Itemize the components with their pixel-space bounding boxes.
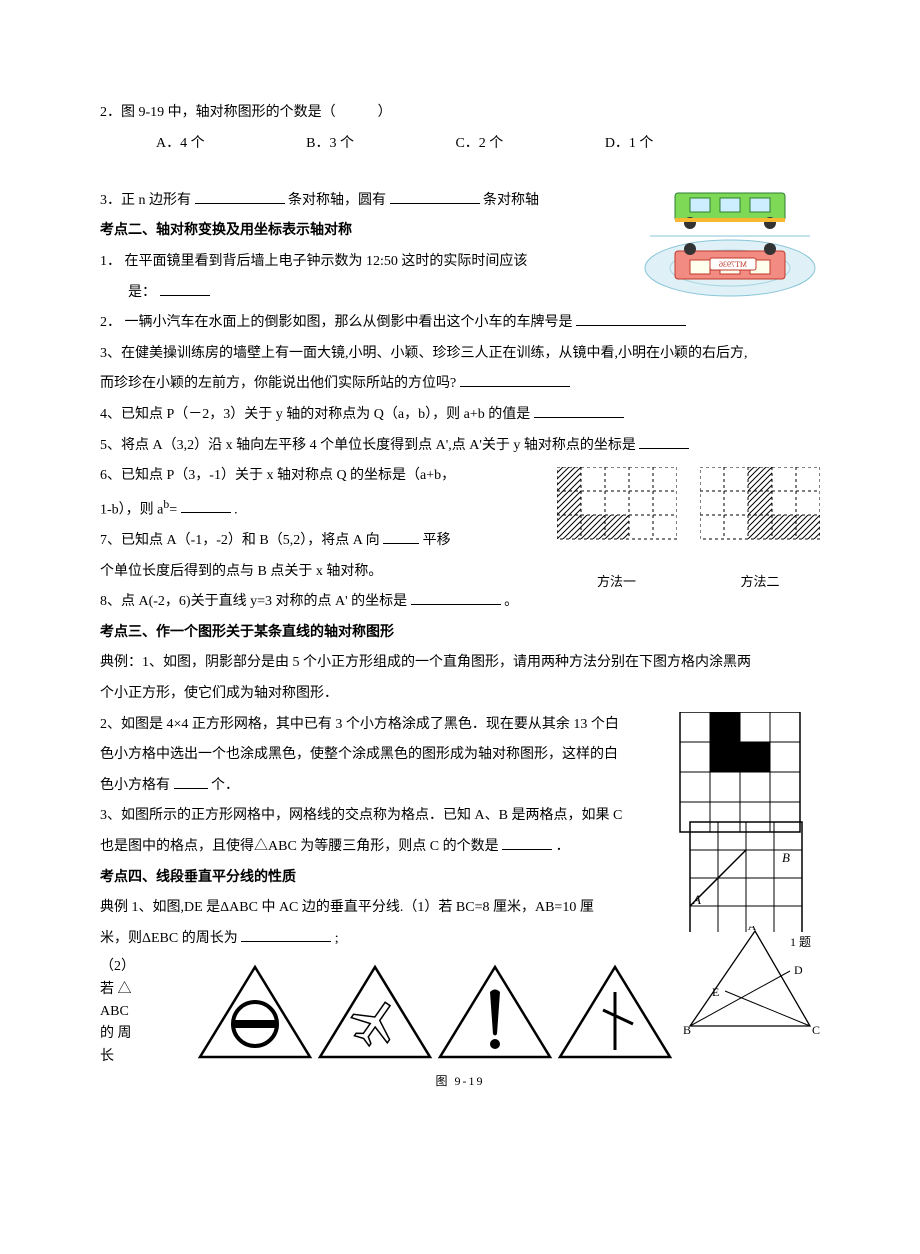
- s4q1b-post: ;: [335, 931, 339, 946]
- method1-grid: 方法一: [557, 467, 677, 594]
- s2q8b: 。: [504, 594, 518, 609]
- s3q3b-post: ．: [556, 839, 570, 854]
- method2-svg: [700, 467, 820, 557]
- s2q4: 4、已知点 P（－2，3）关于 y 轴的对称点为 Q（a，b），则 a+b 的值…: [100, 407, 530, 422]
- q2-optC: C．2 个: [427, 131, 503, 158]
- svg-text:E: E: [712, 985, 719, 999]
- s3q3b-blank[interactable]: [502, 835, 552, 850]
- svg-text:A: A: [692, 892, 701, 907]
- s3q3b-pre: 也是图中的格点，且使得△ABC 为等腰三角形，则点 C 的个数是: [100, 839, 499, 854]
- s2q5: 5、将点 A（3,2）沿 x 轴向左平移 4 个单位长度得到点 A',点 A'关…: [100, 438, 636, 453]
- q3-pre: 3．正 n 边形有: [100, 193, 191, 208]
- method2-grid: 方法二: [700, 467, 820, 594]
- s4q1b-pre: 米，则ΔEBC 的周长为: [100, 931, 238, 946]
- svg-text:A: A: [748, 926, 757, 933]
- s4q2-l2: ABC: [100, 1001, 135, 1023]
- s2q5-line: 5、将点 A（3,2）沿 x 轴向左平移 4 个单位长度得到点 A',点 A'关…: [100, 433, 820, 460]
- s2q1b: 是：: [128, 285, 156, 300]
- s2q7b: 平移: [423, 533, 451, 548]
- s3q1a: 典例：1、如图，阴影部分是由 5 个小正方形组成的一个直角图形，请用两种方法分别…: [100, 650, 820, 677]
- s2q6b-post: =: [169, 502, 177, 517]
- s2q4-line: 4、已知点 P（－2，3）关于 y 轴的对称点为 Q（a，b），则 a+b 的值…: [100, 402, 820, 429]
- s2q8-blank[interactable]: [411, 590, 501, 605]
- s2q4-blank[interactable]: [534, 403, 624, 418]
- triangle-exclamation-icon: [435, 962, 555, 1062]
- s3q2c-blank[interactable]: [174, 774, 208, 789]
- s4q2-l3: 的 周: [100, 1023, 135, 1045]
- car-reflection-figure: MT7936: [640, 188, 820, 309]
- q2-optD: D．1 个: [577, 131, 654, 158]
- s2q6b-end: .: [234, 502, 238, 517]
- s2q6-blank[interactable]: [181, 498, 231, 513]
- s2q3-blank[interactable]: [460, 372, 570, 387]
- svg-text:MT7936: MT7936: [719, 260, 747, 269]
- s2q7a: 7、已知点 A（-1，-2）和 B（5,2），将点 A 向: [100, 533, 380, 548]
- fig-9-19-caption: 图 9-19: [100, 1070, 820, 1093]
- triangle-plane-icon: [315, 962, 435, 1062]
- grid-4x4-figures: A B: [670, 712, 820, 943]
- s2q3b-line: 而珍珍在小颖的左前方，你能说出他们实际所站的方位吗?: [100, 371, 820, 398]
- s2q3a: 3、在健美操训练房的墙壁上有一面大镜,小明、小颖、珍珍三人正在训练，从镜中看,小…: [100, 341, 820, 368]
- s4q2-lines: （2） 若 △ ABC 的 周 长: [100, 956, 135, 1068]
- s2q2-line: 2． 一辆小汽车在水面上的倒影如图，那么从倒影中看出这个小车的车牌号是: [100, 310, 820, 337]
- s4q2-l1: 若 △: [100, 979, 135, 1001]
- s2q2-blank[interactable]: [576, 311, 686, 326]
- triangle-abc-svg: A B C D E 1 题: [680, 926, 820, 1036]
- triangle-intersection-icon: [555, 962, 675, 1062]
- q3-blank1[interactable]: [195, 189, 285, 204]
- method1-label: 方法一: [557, 570, 677, 595]
- svg-text:B: B: [782, 850, 790, 865]
- s2q7-blank[interactable]: [383, 529, 419, 544]
- q2-optA: A．4 个: [128, 131, 205, 158]
- car-reflection-svg: MT7936: [640, 188, 820, 298]
- triangle-abc-figure: A B C D E 1 题: [680, 926, 820, 1047]
- s2q6b-pre: 1-b），则 a: [100, 502, 163, 517]
- s2q3b: 而珍珍在小颖的左前方，你能说出他们实际所站的方位吗?: [100, 376, 456, 391]
- q3-blank2[interactable]: [390, 189, 480, 204]
- svg-text:D: D: [794, 963, 803, 977]
- s4q1b-blank[interactable]: [241, 927, 331, 942]
- triangle-noentry-icon: [195, 962, 315, 1062]
- s2q5-blank[interactable]: [639, 434, 689, 449]
- q3-mid: 条对称轴，圆有: [288, 193, 386, 208]
- method-grids: 方法一 方法二: [537, 467, 821, 594]
- svg-text:1 题: 1 题: [790, 935, 811, 949]
- grid-4x4-svg: A B: [670, 712, 820, 932]
- s4q2-l4: 长: [100, 1046, 135, 1068]
- q2-options: A．4 个 B．3 个 C．2 个 D．1 个: [100, 131, 820, 158]
- svg-text:B: B: [683, 1023, 691, 1036]
- fig-9-19-triangles: [195, 962, 675, 1062]
- s2q2: 2． 一辆小汽车在水面上的倒影如图，那么从倒影中看出这个小车的车牌号是: [100, 315, 573, 330]
- s3q2c-post: 个．: [211, 778, 239, 793]
- method1-svg: [557, 467, 677, 557]
- q2-optB: B．3 个: [278, 131, 354, 158]
- svg-text:C: C: [812, 1023, 820, 1036]
- s3q2c-pre: 色小方格有: [100, 778, 174, 793]
- method2-label: 方法二: [700, 570, 820, 595]
- s3q1b: 个小正方形，使它们成为轴对称图形．: [100, 681, 820, 708]
- q2-text: 2．图 9-19 中，轴对称图形的个数是（ ）: [100, 105, 392, 120]
- s4q2-l0: （2）: [100, 956, 135, 978]
- q3-post: 条对称轴: [483, 193, 539, 208]
- s2q8a: 8、点 A(-2，6)关于直线 y=3 对称的点 A' 的坐标是: [100, 594, 407, 609]
- section3-title: 考点三、作一个图形关于某条直线的轴对称图形: [100, 620, 820, 647]
- s2q1-blank[interactable]: [160, 281, 210, 296]
- question-2: 2．图 9-19 中，轴对称图形的个数是（ ）: [100, 100, 820, 127]
